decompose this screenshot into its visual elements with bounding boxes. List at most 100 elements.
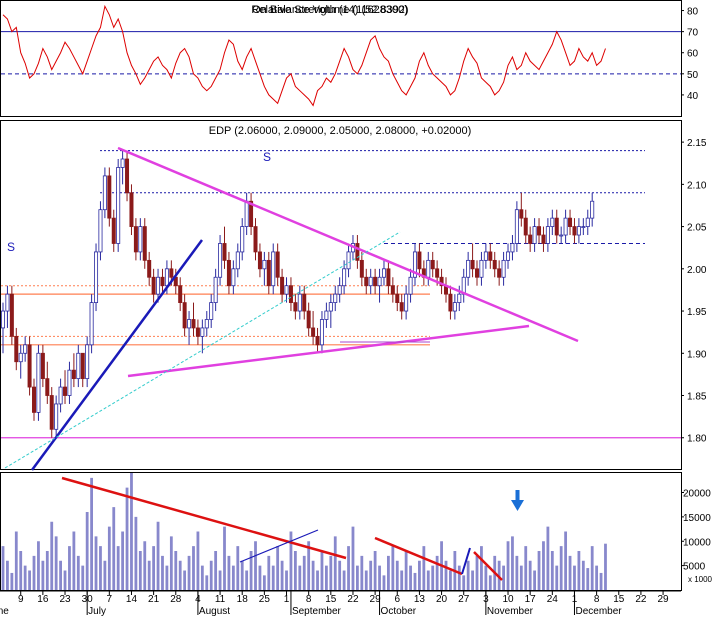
candle — [98, 201, 103, 261]
volume-bar — [604, 543, 607, 590]
volume-bar — [174, 551, 178, 590]
volume-bar — [121, 531, 125, 590]
candle — [5, 285, 10, 328]
candle-body — [94, 251, 99, 304]
candle-body — [85, 344, 90, 380]
volume-bar — [249, 551, 253, 590]
candle — [519, 192, 524, 227]
volume-scale-label: x 1000 — [688, 575, 713, 584]
candle-body — [209, 302, 214, 320]
volume-bar — [258, 565, 262, 590]
volume-bar — [85, 512, 89, 590]
candle — [364, 268, 369, 295]
candle — [240, 218, 245, 261]
volume-bar — [72, 531, 76, 590]
volume-bar — [413, 572, 417, 590]
volume-bar — [333, 536, 337, 590]
candle — [195, 319, 200, 345]
candle — [311, 311, 316, 345]
volume-bar — [409, 565, 412, 590]
volume-bar — [152, 546, 156, 590]
candle-body — [497, 268, 502, 278]
x-tick-label: 20 — [436, 594, 448, 605]
candle-body — [315, 335, 320, 346]
candle-body — [164, 268, 169, 287]
month-label: September — [292, 606, 342, 617]
volume-bar — [595, 565, 599, 590]
candle-body — [111, 217, 116, 244]
candle — [532, 218, 537, 252]
month-label: une — [0, 606, 9, 617]
candle-body — [439, 276, 444, 287]
candle — [85, 336, 90, 388]
candle-body — [240, 226, 245, 253]
candle — [483, 243, 488, 269]
candle — [430, 251, 435, 278]
volume-bar — [360, 555, 364, 590]
candle-body — [14, 335, 19, 363]
volume-bar — [50, 521, 54, 590]
candle — [138, 218, 143, 261]
volume-bar — [99, 546, 102, 590]
month-label: November — [487, 606, 534, 617]
candle-body — [178, 285, 183, 304]
volume-bar — [316, 570, 319, 590]
volume-bar — [320, 551, 324, 590]
candle-body — [147, 259, 152, 278]
candle — [550, 209, 555, 236]
candle-body — [545, 226, 550, 244]
price-ytick-label: 1.85 — [687, 392, 707, 403]
candle-body — [125, 158, 130, 194]
price-ytick-label: 1.90 — [687, 349, 707, 360]
candle — [102, 167, 107, 219]
candle-body — [191, 319, 196, 329]
rsi-ytick-label: 80 — [687, 7, 699, 18]
candle-body — [49, 395, 54, 430]
volume-bar — [187, 555, 191, 590]
volume-bar — [488, 575, 492, 590]
month-label: July — [88, 606, 106, 617]
volume-bar — [37, 541, 40, 590]
rsi-title: Relative Strength (14) (52.8392) — [251, 4, 408, 16]
candle — [89, 294, 94, 354]
candle-body — [483, 251, 488, 261]
price-ytick-label: 2.05 — [687, 223, 707, 234]
volume-bar — [54, 536, 58, 590]
candle-body — [182, 302, 187, 329]
candle — [9, 285, 14, 345]
volume-bar — [515, 555, 519, 590]
candle — [315, 327, 320, 354]
x-tick-label: 23 — [59, 594, 71, 605]
volume-spike-arrow-icon — [511, 490, 524, 511]
candle-body — [523, 217, 528, 236]
volume-bar — [378, 565, 381, 590]
candle-body — [120, 158, 125, 168]
candle-body — [76, 352, 81, 380]
candle — [284, 277, 289, 303]
volume-bar — [59, 560, 62, 590]
volume-bar — [192, 546, 195, 590]
candle — [568, 209, 573, 236]
candle-body — [355, 243, 360, 261]
candle — [71, 353, 76, 388]
candle — [40, 344, 45, 388]
candle-body — [501, 259, 506, 278]
rsi-ytick-label: 50 — [687, 70, 699, 81]
volume-bar — [138, 551, 142, 590]
candle-body — [541, 234, 546, 244]
candle-body — [151, 276, 156, 295]
candle — [133, 218, 138, 261]
candle-body — [45, 378, 50, 396]
candle — [18, 344, 23, 379]
candle — [218, 235, 223, 286]
rsi-panel-frame — [0, 0, 682, 117]
candle-body — [187, 319, 192, 329]
volume-bar — [32, 555, 36, 590]
volume-bar — [156, 521, 160, 590]
price-ytick-label: 2.15 — [687, 138, 707, 149]
volume-bar — [165, 565, 169, 590]
candle-body — [404, 293, 409, 312]
candle-body — [169, 268, 174, 278]
candle-body — [32, 386, 37, 413]
